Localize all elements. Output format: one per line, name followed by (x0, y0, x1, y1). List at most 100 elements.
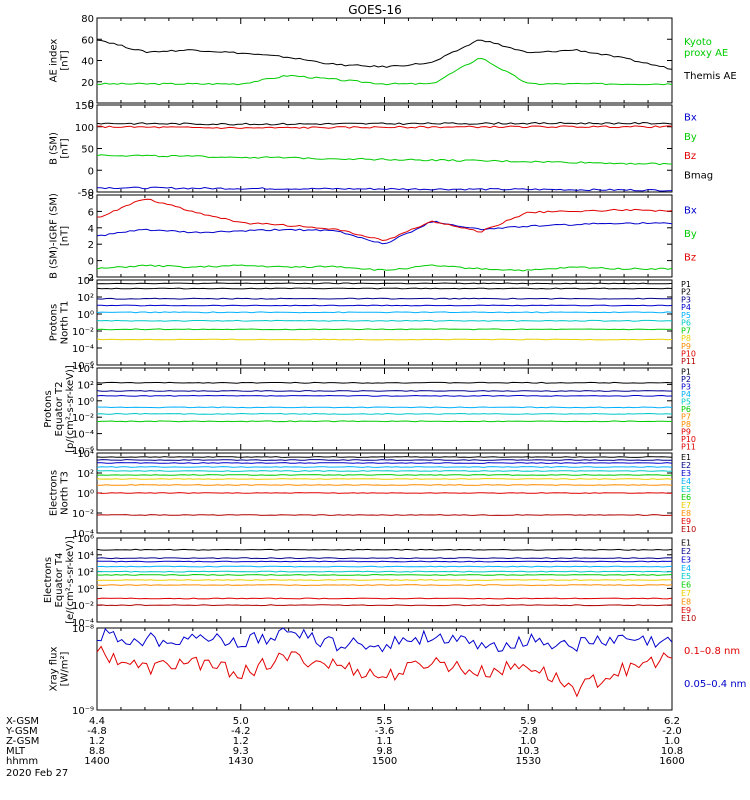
legend-entry-e1: E1 (681, 453, 691, 462)
ephemeris-value: 5.0 (233, 716, 249, 727)
y-tick-label: 80 (81, 14, 94, 25)
series-line-e9 (96, 492, 673, 494)
panel-2: -50 0 50 100 150 B (SM) [nT] Bx By Bz Bmag (49, 101, 714, 199)
y-tick-label: 10⁻⁶ (72, 446, 94, 457)
series-line-e8 (96, 584, 673, 587)
legend-entry-e5: E5 (681, 485, 691, 494)
series-line-e6 (96, 474, 672, 476)
y-tick-label: 4 (88, 224, 94, 235)
legend-entry-p6: P6 (681, 405, 691, 414)
series-line-e2 (96, 459, 673, 461)
y-axis-label: [e/(cm²-s-sr-keV)] (65, 536, 76, 624)
series-line-e5 (96, 470, 673, 472)
y-tick-label: 60 (81, 35, 94, 46)
legend-entry-p9: P9 (681, 342, 691, 351)
series-line-bx (97, 186, 673, 192)
y-axis-label: [W/m²] (60, 651, 71, 686)
ephemeris-row-label: MLT (6, 746, 26, 757)
y-tick-label: 10⁻⁴ (72, 344, 94, 355)
legend-entry-p11: P11 (681, 357, 696, 366)
legend-entry-bx: Bx (684, 206, 697, 217)
series-line-by (96, 264, 673, 272)
ephemeris-row-label: Z-GSM (6, 736, 39, 747)
series-line-p1 (96, 381, 673, 384)
ephemeris-value: -2.8 (518, 726, 538, 737)
series-line-e2 (96, 557, 673, 560)
y-tick-label: 10⁻⁴ (72, 529, 94, 540)
legend-entry-by: By (684, 229, 697, 240)
ephemeris-value: 1.1 (377, 736, 393, 747)
y-tick-label: 10⁴ (77, 276, 94, 287)
legend-entry-p10: P10 (681, 350, 696, 359)
series-line-0-1-0-8-nm (96, 645, 673, 698)
legend-entry-e9: E9 (681, 517, 691, 526)
ephemeris-value: 4.4 (89, 716, 105, 727)
legend-entry-p3: P3 (681, 295, 691, 304)
legend-entry-by: By (684, 132, 697, 143)
legend-entry-e5: E5 (681, 572, 691, 581)
ephemeris-value: 5.9 (520, 716, 536, 727)
y-tick-label: 10⁰ (77, 584, 94, 595)
series-line-e8 (97, 484, 673, 486)
series-line-p2 (96, 287, 673, 290)
legend-entry-e7: E7 (681, 589, 691, 598)
ephemeris-row-label: hhmm (6, 756, 38, 767)
ephemeris-value: 1600 (659, 756, 684, 767)
panel-5: 10⁻⁶ 10⁻⁴ 10⁻² 10⁰ 10² 10⁴ Protons Equator T2 [p… (43, 364, 696, 457)
y-axis-label: B (SM)-IGRF (SM) (49, 193, 60, 279)
series-line-themis-ae (96, 39, 673, 70)
ephemeris-value: 6.2 (664, 716, 680, 727)
ephemeris-value: 1400 (84, 756, 109, 767)
ephemeris-value: 1430 (228, 756, 253, 767)
series-line-e3 (96, 560, 673, 563)
y-tick-label: 10⁴ (77, 551, 94, 562)
legend-entry-bx: Bx (684, 112, 697, 123)
legend-entry-p7: P7 (681, 412, 691, 421)
series-line-e10 (96, 604, 673, 607)
y-tick-label: 10⁻² (72, 509, 94, 520)
y-tick-label: -2 (84, 273, 94, 284)
series-line-0-05-0-4-nm (96, 627, 673, 653)
y-tick-label: 40 (81, 57, 94, 68)
panel-8: 10⁻⁹ 10⁻⁸ Xray flux [W/m²] 0.1–0.8 nm 0.05–0.… (49, 624, 747, 717)
y-tick-label: 150 (75, 101, 94, 112)
legend-entry-p9: P9 (681, 427, 691, 436)
legend-entry-e3: E3 (681, 469, 691, 478)
series-line-kyoto-proxy-ae (96, 57, 673, 86)
y-tick-label: 10⁶ (77, 534, 94, 545)
legend-entry-p11: P11 (681, 442, 696, 451)
y-tick-label: 10⁴ (77, 364, 94, 375)
series-line-p3 (96, 394, 673, 397)
legend-entry-p1: P1 (681, 280, 691, 289)
ephemeris-value: 10.8 (661, 746, 683, 757)
y-axis-label: Equator T2 (54, 382, 65, 437)
series-line-e3 (96, 462, 673, 464)
y-tick-label: 0 (88, 257, 94, 268)
y-axis-label: [p/(cm²-s-sr-keV)] (65, 365, 76, 453)
legend-entry-p1: P1 (681, 368, 691, 377)
series-line-e6 (96, 573, 673, 576)
y-tick-label: 10⁰ (77, 310, 94, 321)
y-axis-label: Equator T4 (54, 553, 65, 608)
series-line-e9 (96, 597, 673, 600)
y-tick-label: 10² (77, 469, 94, 480)
legend-entry-e4: E4 (681, 564, 691, 573)
legend-entry-e8: E8 (681, 509, 691, 518)
series-line-p6 (96, 319, 673, 322)
legend-entry-e6: E6 (681, 581, 691, 590)
y-tick-label: 100 (75, 123, 94, 134)
panel-frame (96, 367, 673, 451)
ephemeris-value: -3.6 (375, 726, 395, 737)
ephemeris-value: 1.0 (520, 736, 536, 747)
legend-entry-p4: P4 (681, 390, 691, 399)
y-tick-label: -50 (78, 188, 94, 199)
legend-entry-e4: E4 (681, 477, 691, 486)
legend-entry-e1: E1 (681, 539, 691, 548)
y-tick-label: 8 (88, 191, 94, 202)
series-line-e4 (96, 466, 673, 468)
y-axis-label: Electrons (43, 557, 54, 603)
legend-entry-e10: E10 (681, 525, 696, 534)
y-tick-label: 10⁻² (72, 413, 94, 424)
legend-entry-e2: E2 (681, 547, 691, 556)
